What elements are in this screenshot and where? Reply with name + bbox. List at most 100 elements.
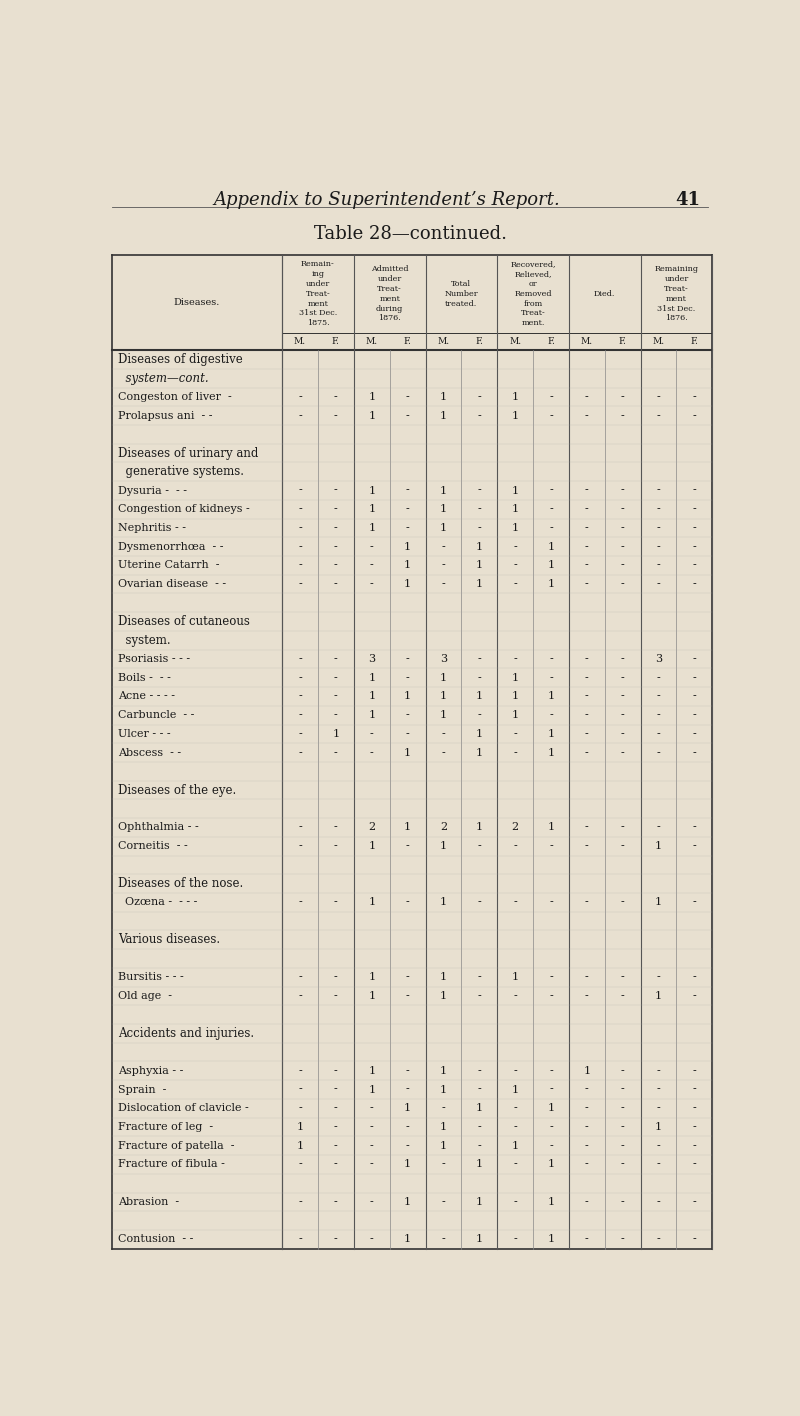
Text: Prolapsus ani  - -: Prolapsus ani - - — [118, 411, 212, 421]
Text: Congestion of kidneys -: Congestion of kidneys - — [118, 504, 250, 514]
Text: M.: M. — [653, 337, 665, 346]
Text: 1: 1 — [440, 691, 447, 701]
Text: -: - — [549, 973, 553, 983]
Text: 3: 3 — [655, 654, 662, 664]
Text: Fracture of patella  -: Fracture of patella - — [118, 1141, 234, 1151]
Text: 1: 1 — [297, 1121, 304, 1131]
Text: -: - — [549, 841, 553, 851]
Text: 1: 1 — [440, 392, 447, 402]
Text: -: - — [657, 673, 660, 683]
Text: -: - — [693, 579, 696, 589]
Text: -: - — [549, 898, 553, 908]
Text: Nephritis - -: Nephritis - - — [118, 523, 186, 532]
Text: Sprain  -: Sprain - — [118, 1085, 166, 1095]
Text: -: - — [478, 1085, 481, 1095]
Text: 1: 1 — [511, 392, 518, 402]
Text: Contusion  - -: Contusion - - — [118, 1235, 194, 1245]
Text: Appendix to Superintendent’s Report.: Appendix to Superintendent’s Report. — [214, 191, 560, 210]
Text: -: - — [406, 1141, 410, 1151]
Text: 1: 1 — [440, 1121, 447, 1131]
Text: -: - — [514, 748, 517, 758]
Text: -: - — [585, 748, 589, 758]
Text: -: - — [478, 392, 481, 402]
Text: -: - — [549, 504, 553, 514]
Text: -: - — [657, 748, 660, 758]
Text: -: - — [334, 711, 338, 721]
Text: -: - — [370, 1197, 374, 1206]
Text: Uterine Catarrh  -: Uterine Catarrh - — [118, 561, 219, 571]
Text: -: - — [621, 748, 625, 758]
Text: -: - — [514, 729, 517, 739]
Text: 1: 1 — [511, 973, 518, 983]
Text: 1: 1 — [547, 561, 554, 571]
Text: 1: 1 — [440, 898, 447, 908]
Text: -: - — [657, 1066, 660, 1076]
Text: 1: 1 — [476, 1235, 483, 1245]
Text: 1: 1 — [404, 1235, 411, 1245]
Text: -: - — [406, 486, 410, 496]
Text: 1: 1 — [404, 1103, 411, 1113]
Text: -: - — [478, 673, 481, 683]
Text: 1: 1 — [511, 691, 518, 701]
Text: -: - — [406, 504, 410, 514]
Text: -: - — [406, 654, 410, 664]
Text: -: - — [298, 523, 302, 532]
Text: -: - — [442, 542, 446, 552]
Text: -: - — [298, 542, 302, 552]
Text: 1: 1 — [440, 673, 447, 683]
Text: 1: 1 — [511, 1141, 518, 1151]
Text: Diseases of the nose.: Diseases of the nose. — [118, 877, 243, 891]
Text: -: - — [693, 1160, 696, 1170]
Text: 1: 1 — [297, 1141, 304, 1151]
Text: -: - — [298, 841, 302, 851]
Text: Diseases of the eye.: Diseases of the eye. — [118, 783, 236, 797]
Text: -: - — [585, 579, 589, 589]
Text: 1: 1 — [368, 691, 375, 701]
Text: M.: M. — [366, 337, 378, 346]
Text: -: - — [693, 654, 696, 664]
Text: 1: 1 — [476, 561, 483, 571]
Text: 1: 1 — [511, 673, 518, 683]
Text: -: - — [298, 1103, 302, 1113]
Text: -: - — [298, 411, 302, 421]
Text: -: - — [298, 654, 302, 664]
Text: -: - — [549, 523, 553, 532]
Text: -: - — [298, 486, 302, 496]
Text: Table 28—continued.: Table 28—continued. — [314, 225, 506, 244]
Text: -: - — [334, 1141, 338, 1151]
Text: -: - — [442, 748, 446, 758]
Text: -: - — [334, 841, 338, 851]
Text: 1: 1 — [368, 504, 375, 514]
Text: -: - — [514, 654, 517, 664]
Text: 1: 1 — [440, 841, 447, 851]
Text: -: - — [442, 1197, 446, 1206]
Text: -: - — [334, 654, 338, 664]
Text: Old age  -: Old age - — [118, 991, 172, 1001]
Text: -: - — [514, 1066, 517, 1076]
Text: -: - — [621, 1160, 625, 1170]
Text: -: - — [585, 711, 589, 721]
Text: -: - — [298, 1160, 302, 1170]
Text: 2: 2 — [511, 823, 518, 833]
Text: Accidents and injuries.: Accidents and injuries. — [118, 1027, 254, 1039]
Text: -: - — [585, 991, 589, 1001]
Text: -: - — [298, 711, 302, 721]
Text: -: - — [585, 654, 589, 664]
Text: -: - — [693, 1066, 696, 1076]
Text: 1: 1 — [476, 1103, 483, 1113]
Text: -: - — [442, 729, 446, 739]
Text: -: - — [334, 1235, 338, 1245]
Text: -: - — [549, 392, 553, 402]
Text: Diseases.: Diseases. — [174, 297, 220, 307]
Text: -: - — [585, 1103, 589, 1113]
Text: -: - — [334, 504, 338, 514]
Text: 1: 1 — [440, 1141, 447, 1151]
Text: -: - — [514, 561, 517, 571]
Text: 1: 1 — [440, 504, 447, 514]
Text: -: - — [370, 729, 374, 739]
Text: -: - — [657, 1197, 660, 1206]
Text: -: - — [693, 898, 696, 908]
Text: -: - — [478, 973, 481, 983]
Text: -: - — [693, 823, 696, 833]
Text: 1: 1 — [547, 1197, 554, 1206]
